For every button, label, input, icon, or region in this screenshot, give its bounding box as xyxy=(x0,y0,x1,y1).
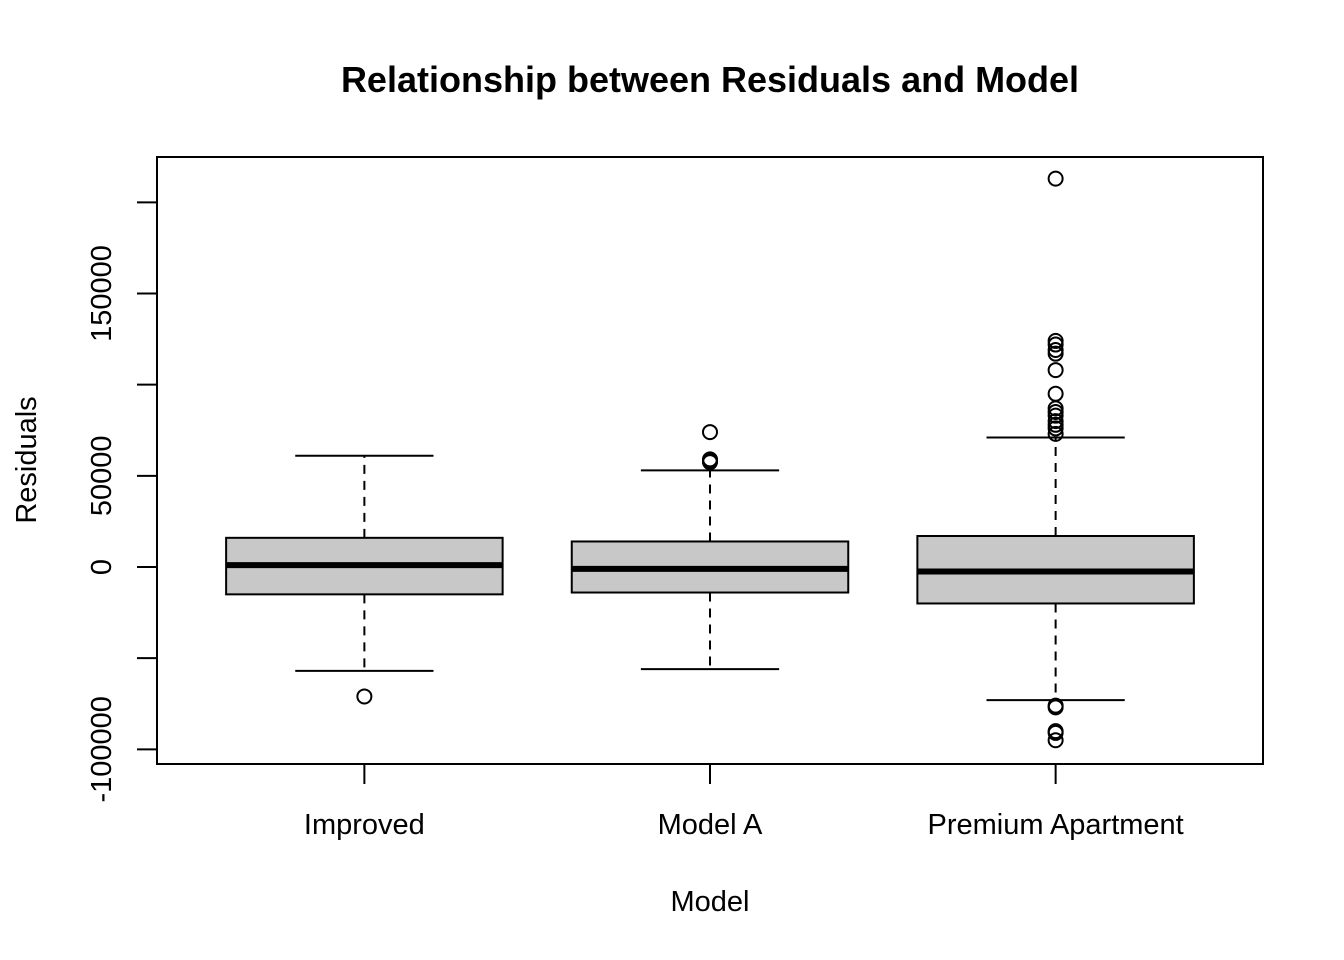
box-group xyxy=(225,454,504,705)
y-tick-label: -100000 xyxy=(86,696,118,802)
outlier-point xyxy=(1047,170,1064,187)
outlier-point xyxy=(702,424,718,441)
chart-title: Relationship between Residuals and Model xyxy=(341,59,1079,100)
outlier-point xyxy=(1047,420,1064,437)
outlier-point xyxy=(1047,699,1064,716)
y-tick-label: 150000 xyxy=(86,245,118,342)
box-group xyxy=(916,170,1195,749)
y-tick-label: 50000 xyxy=(86,436,118,517)
x-tick-label: Model A xyxy=(658,809,763,841)
box-group xyxy=(570,424,850,671)
x-axis: Improved Model A Premium Apartment xyxy=(304,764,1184,841)
x-axis-label: Model xyxy=(671,886,750,918)
y-axis: -100000 0 50000 150000 xyxy=(86,201,157,803)
outlier-point xyxy=(1047,724,1064,741)
plot-frame xyxy=(156,156,1264,765)
x-tick-label: Improved xyxy=(304,809,425,841)
outlier-point xyxy=(1047,345,1064,362)
outlier-point xyxy=(1047,362,1064,379)
outlier-point xyxy=(1047,425,1064,442)
y-axis-label: Residuals xyxy=(11,396,43,523)
outlier-point xyxy=(1047,407,1064,424)
x-tick-label: Premium Apartment xyxy=(927,809,1183,841)
outlier-point xyxy=(1047,732,1064,749)
box-series xyxy=(225,170,1195,749)
outlier-point xyxy=(1047,336,1064,353)
outlier-point xyxy=(1047,385,1064,402)
y-tick-label: 0 xyxy=(86,559,118,575)
outlier-point xyxy=(702,454,718,471)
outlier-point xyxy=(356,688,373,705)
